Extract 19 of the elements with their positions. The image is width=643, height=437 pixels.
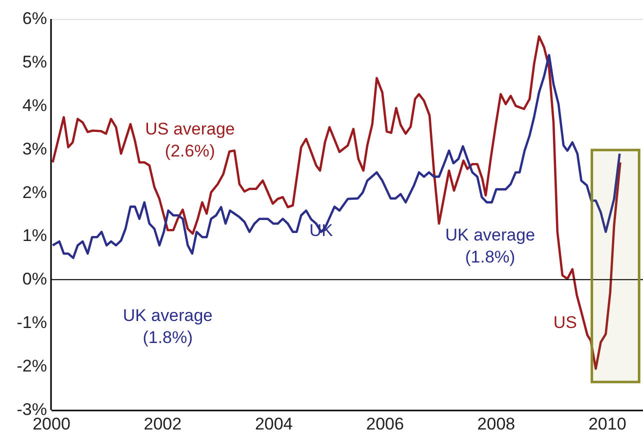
y-tick-label: 4% [22,96,47,115]
x-tick-label: 2008 [477,414,516,434]
y-tick-label: 0% [22,270,47,289]
annotation: UK average (1.8%) [122,306,213,347]
line-series [52,35,622,370]
y-tick-label: -1% [16,313,47,332]
x-tick-label: 2006 [366,414,404,434]
y-tick-label: 2% [22,182,47,202]
series-label: US [553,313,577,332]
y-tick-label: -2% [16,356,47,376]
y-tick-label: 5% [22,52,47,72]
y-tick-label: 1% [22,226,47,246]
x-tick-label: 2002 [144,414,182,434]
annotation: UK average (1.8%) [445,226,536,267]
x-tick-label: 2010 [588,414,626,434]
y-tick-label: 6% [22,9,47,28]
annotation: US average (2.6%) [145,120,235,161]
y-tick-label: 3% [22,139,47,158]
x-tick-label: 2004 [254,414,293,434]
